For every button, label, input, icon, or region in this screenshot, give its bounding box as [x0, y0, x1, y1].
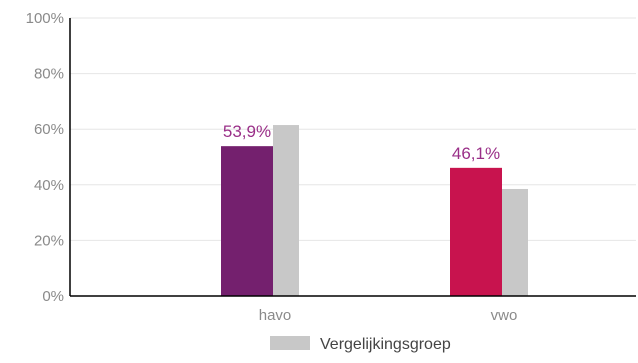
category-label-vwo: vwo: [491, 307, 518, 324]
y-tick-label: 60%: [34, 121, 64, 138]
y-tick-label: 20%: [34, 232, 64, 249]
y-tick-label: 80%: [34, 66, 64, 83]
y-tick-label: 100%: [26, 10, 64, 27]
bar-havo: [221, 146, 273, 296]
legend: Vergelijkingsgroep: [270, 336, 451, 353]
comparison-bar-havo: [273, 125, 299, 296]
gridlines: [70, 17, 636, 241]
axes: [69, 18, 636, 297]
data-labels: 53,9% 46,1%: [223, 122, 500, 163]
y-tick-label: 40%: [34, 177, 64, 194]
legend-swatch: [270, 336, 310, 350]
bars: [221, 125, 528, 296]
y-tick-label: 0%: [42, 288, 64, 305]
category-label-havo: havo: [259, 307, 292, 324]
data-label-havo: 53,9%: [223, 122, 271, 141]
legend-label: Vergelijkingsgroep: [320, 336, 451, 353]
bar-vwo: [450, 167, 502, 296]
x-axis-categories: havo vwo: [259, 307, 518, 324]
data-label-vwo: 46,1%: [452, 144, 500, 163]
y-axis-ticks: 0% 20% 40% 60% 80% 100%: [26, 10, 64, 305]
comparison-bar-vwo: [502, 188, 528, 296]
